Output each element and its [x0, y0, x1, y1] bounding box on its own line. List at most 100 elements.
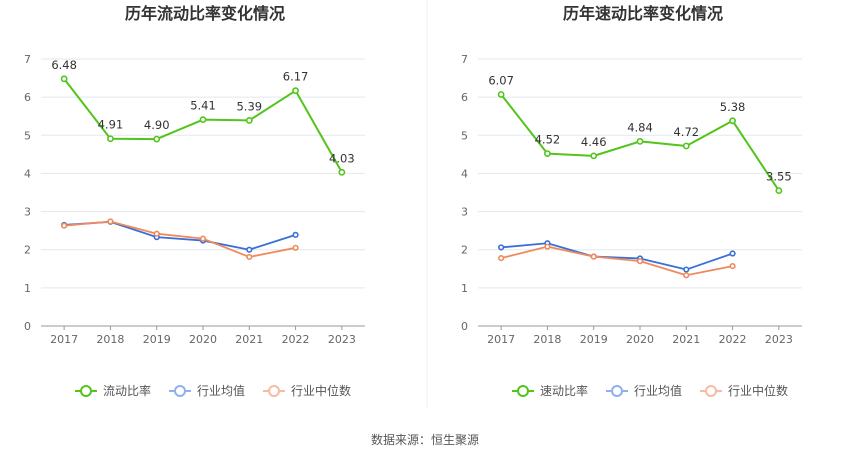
data-label: 4.03 [329, 151, 355, 165]
legend-item: 行业中位数 [263, 383, 351, 398]
legend-swatch-marker [705, 385, 717, 397]
data-point [497, 91, 505, 98]
data-point [245, 117, 253, 124]
data-point [729, 117, 736, 125]
data-label: 5.41 [190, 99, 216, 113]
x-tick-label: 2017 [50, 333, 78, 346]
current-ratio-chart: 历年流动比率变化情况 0 1 2 3 4 5 6 7 2017 2018 2019 2020 2021 2… [24, 4, 365, 398]
data-point [61, 222, 68, 229]
legend-label: 行业均值 [634, 383, 682, 398]
data-label: 4.90 [144, 118, 170, 132]
y-tick-label: 3 [24, 206, 31, 219]
data-point [498, 244, 505, 251]
x-tick-label: 2018 [533, 333, 561, 346]
data-point [775, 187, 783, 194]
data-point [107, 135, 114, 143]
data-point [246, 246, 253, 253]
legend-swatch-marker [80, 385, 92, 397]
y-tick-label: 6 [461, 91, 468, 104]
x-tick-label: 2021 [235, 333, 263, 346]
data-label: 4.84 [627, 120, 653, 134]
y-tick-label: 5 [461, 129, 468, 142]
data-label: 6.48 [51, 58, 77, 72]
y-tick-label: 2 [461, 244, 468, 257]
data-point [498, 255, 505, 262]
legend-swatch-marker [174, 385, 186, 397]
data-label: 4.46 [581, 135, 607, 149]
data-point [199, 116, 207, 124]
data-point [636, 258, 644, 265]
legend-item: 速动比率 [512, 383, 588, 398]
data-point [292, 87, 299, 95]
legend-swatch-marker [268, 385, 280, 397]
y-tick-label: 4 [461, 167, 468, 180]
data-point [636, 137, 644, 145]
x-tick-label: 2020 [189, 333, 217, 346]
data-point [683, 266, 690, 273]
y-tick-label: 0 [461, 320, 468, 333]
y-tick-label: 5 [24, 129, 31, 142]
data-label: 4.72 [673, 125, 699, 139]
data-label: 4.52 [535, 133, 561, 147]
y-tick-label: 4 [24, 167, 31, 180]
y-tick-label: 1 [24, 282, 31, 295]
legend-label: 流动比率 [103, 383, 151, 398]
data-point [60, 75, 68, 83]
data-point [590, 152, 598, 160]
data-label: 6.17 [283, 70, 309, 84]
data-point [590, 253, 597, 260]
x-tick-label: 2021 [672, 333, 700, 346]
x-tick-label: 2023 [328, 333, 356, 346]
data-source-note: 数据来源：恒生聚源 [371, 432, 479, 447]
x-tick-label: 2019 [580, 333, 608, 346]
data-point [729, 250, 736, 257]
legend-item: 流动比率 [75, 383, 151, 398]
industry-average-series-line [501, 242, 733, 271]
y-tick-label: 2 [24, 244, 31, 257]
x-tick-label: 2017 [487, 333, 515, 346]
legend-item: 行业均值 [169, 383, 245, 398]
data-point [544, 150, 551, 157]
legend-item: 行业均值 [606, 383, 682, 398]
data-label: 4.91 [98, 118, 124, 132]
industry-median-series-line [500, 245, 733, 277]
data-point [246, 253, 253, 261]
y-tick-label: 6 [24, 91, 31, 104]
data-label: 3.55 [766, 170, 792, 184]
data-point [292, 231, 299, 238]
legend-label: 行业中位数 [728, 383, 788, 398]
x-tick-label: 2020 [626, 333, 654, 346]
x-tick-label: 2022 [719, 333, 747, 346]
x-tick-label: 2022 [282, 333, 310, 346]
y-tick-label: 7 [24, 53, 31, 66]
data-label: 5.39 [236, 99, 262, 113]
y-tick-label: 3 [461, 206, 468, 219]
y-tick-label: 1 [461, 282, 468, 295]
data-point [729, 263, 736, 270]
quick-ratio-chart: 历年速动比率变化情况 0 1 2 3 4 5 6 7 2017 2018 2019 2020 2021 2… [461, 4, 802, 398]
data-point [338, 168, 346, 176]
data-point [544, 243, 551, 250]
data-label: 5.38 [720, 100, 746, 114]
data-label: 6.07 [488, 73, 514, 87]
x-tick-label: 2023 [765, 333, 793, 346]
data-point [683, 272, 690, 279]
chart-title: 历年速动比率变化情况 [563, 4, 723, 23]
legend-swatch-marker [517, 385, 529, 397]
data-point [107, 218, 114, 225]
legend-item: 行业中位数 [700, 383, 788, 398]
legend-label: 行业中位数 [291, 383, 351, 398]
legend-swatch-marker [611, 385, 623, 397]
x-tick-label: 2019 [143, 333, 171, 346]
y-tick-label: 7 [461, 53, 468, 66]
data-point [153, 135, 161, 143]
y-tick-label: 0 [24, 320, 31, 333]
data-point [153, 230, 160, 237]
data-point [292, 244, 299, 251]
data-point [682, 142, 690, 150]
chart-title: 历年流动比率变化情况 [125, 4, 285, 23]
x-tick-label: 2018 [96, 333, 124, 346]
legend-label: 速动比率 [540, 383, 588, 398]
data-point [199, 235, 207, 242]
